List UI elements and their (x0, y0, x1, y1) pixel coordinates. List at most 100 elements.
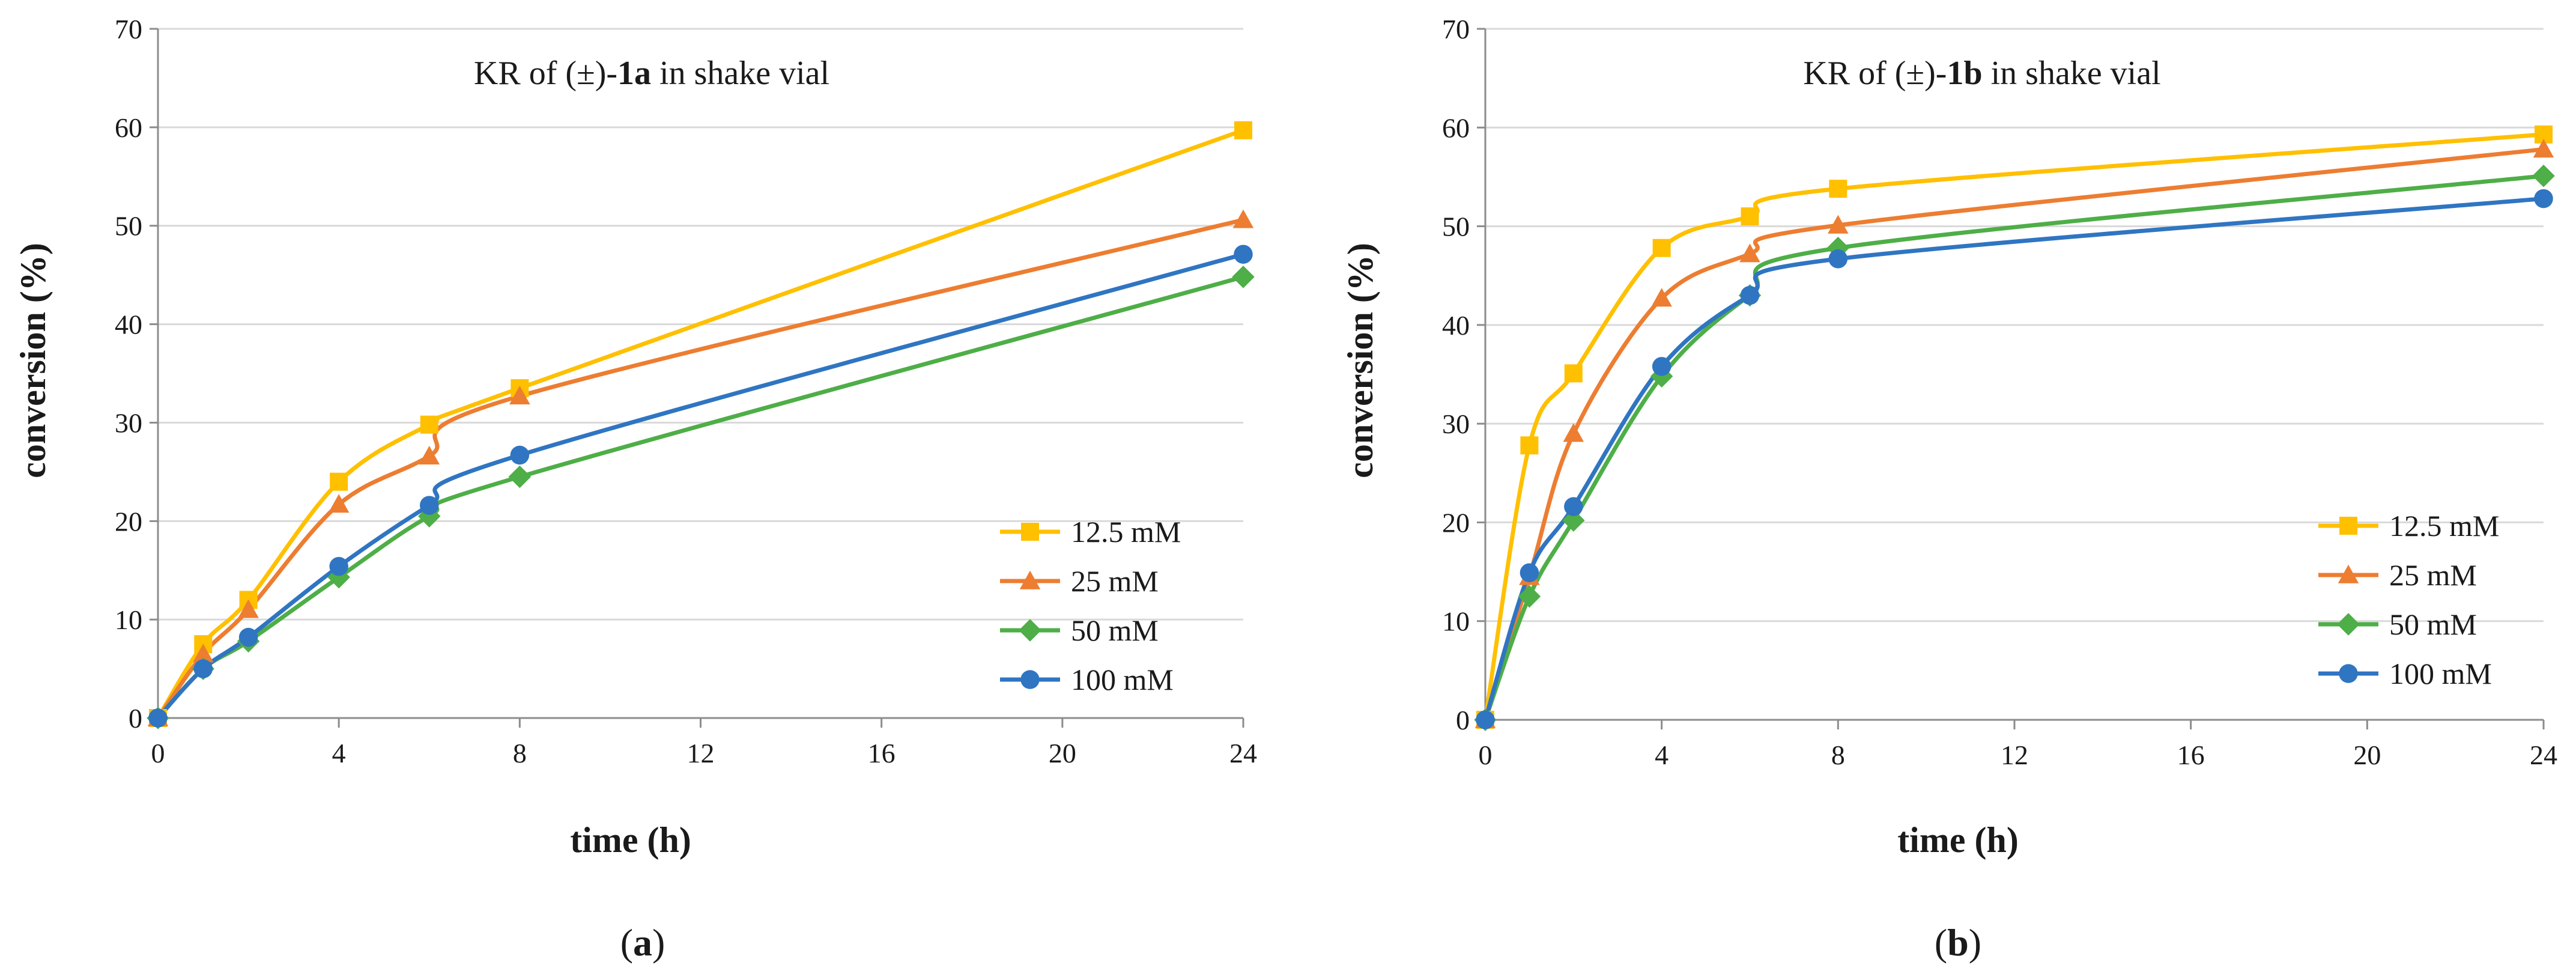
data-point-25-mm-b (2533, 139, 2554, 158)
x-tick-label: 4 (1655, 740, 1668, 770)
data-point-25-mm-a (238, 599, 259, 618)
x-tick-label: 20 (2353, 740, 2381, 770)
data-point-100-mm-b (1564, 497, 1583, 516)
x-ticks-a: 0 4 8 12 16 20 24 (151, 718, 1257, 768)
legend-swatch-marker (1021, 523, 1039, 541)
y-tick-label: 60 (1442, 112, 1470, 143)
data-point-50-mm-a (508, 465, 532, 488)
data-point-100-mm-a (420, 496, 439, 515)
gridlines-b (1485, 28, 2544, 622)
data-point-25-mm-b (1563, 423, 1584, 442)
series-layer-b (1474, 125, 2555, 731)
data-point-12-5-mm-a (330, 472, 348, 491)
data-point-12-5-mm-a (1234, 121, 1252, 139)
x-tick-label: 8 (513, 738, 527, 768)
data-point-12-5-mm-a (420, 415, 438, 434)
legend-swatch-marker (1020, 670, 1040, 689)
y-tick-label: 30 (115, 407, 142, 438)
y-tick-label: 20 (1442, 507, 1470, 538)
y-tick-label: 30 (1442, 409, 1470, 439)
panel-label-a: (a) (620, 921, 665, 964)
y-tick-label: 0 (1456, 705, 1470, 735)
y-tick-label: 70 (115, 14, 142, 44)
y-axis-title-a: conversion (%) (13, 243, 53, 478)
y-tick-label: 40 (1442, 310, 1470, 341)
y-tick-label: 10 (115, 604, 142, 635)
y-tick-label: 50 (115, 211, 142, 242)
series-line-12-5-mm-b (1483, 132, 2546, 722)
legend-swatch-marker (1019, 619, 1041, 642)
data-point-50-mm-a (1232, 266, 1255, 288)
data-point-12-5-mm-b (1829, 180, 1847, 198)
data-point-100-mm-b (1740, 285, 1760, 305)
legend-swatch-marker (2338, 564, 2359, 583)
x-tick-label: 20 (1049, 738, 1076, 768)
data-point-25-mm-b (1651, 288, 1672, 307)
data-point-25-mm-a (193, 644, 214, 663)
panel-label-b: (b) (1935, 921, 1981, 964)
data-point-50-mm-b (1518, 585, 1541, 608)
data-point-100-mm-b (2534, 189, 2553, 208)
y-tick-label: 20 (115, 506, 142, 537)
gridlines-a (158, 28, 1243, 621)
x-axis-title-b: time (h) (1897, 820, 2019, 860)
legend-label: 25 mM (1071, 564, 1159, 598)
data-point-100-mm-b (1652, 357, 1671, 376)
x-tick-label: 0 (151, 738, 165, 768)
legend-label: 100 mM (1071, 663, 1174, 696)
data-point-25-mm-a (1232, 209, 1254, 228)
data-point-100-mm-a (238, 627, 258, 647)
data-point-50-mm-b (2532, 165, 2555, 187)
chart-panel-b: 0 4 8 12 16 20 24 0 10 20 30 40 50 60 70 KR of (±)-1b… (1341, 14, 2557, 964)
data-point-25-mm-a (328, 494, 350, 513)
y-tick-label: 50 (1442, 212, 1470, 242)
series-line-25-mm-b (1483, 147, 2546, 722)
series-line-50-mm-a (156, 275, 1246, 720)
data-point-12-5-mm-b (1520, 436, 1539, 455)
x-tick-label: 4 (332, 738, 346, 768)
data-point-50-mm-b (1562, 509, 1585, 532)
y-tick-label: 60 (115, 112, 142, 143)
y-tick-label: 10 (1442, 606, 1470, 637)
legend-label: 100 mM (2389, 657, 2492, 690)
data-point-25-mm-b (1828, 215, 1849, 234)
data-point-100-mm-a (1234, 245, 1253, 264)
x-axis-title-a: time (h) (570, 820, 691, 860)
x-tick-label: 24 (2530, 740, 2557, 770)
data-point-100-mm-a (510, 445, 530, 465)
data-point-100-mm-b (1520, 563, 1539, 582)
y-ticks-a: 0 10 20 30 40 50 60 70 (115, 14, 158, 734)
legend-label: 50 mM (1071, 613, 1159, 647)
x-tick-label: 16 (2177, 740, 2205, 770)
data-point-12-5-mm-b (1652, 239, 1671, 257)
data-point-100-mm-a (148, 708, 168, 728)
legend-label: 12.5 mM (2389, 509, 2499, 543)
x-tick-label: 12 (687, 738, 715, 768)
data-point-100-mm-b (1476, 710, 1495, 729)
data-point-100-mm-b (1828, 249, 1848, 269)
x-tick-label: 0 (1479, 740, 1493, 770)
y-tick-label: 70 (1442, 14, 1470, 44)
x-tick-label: 8 (1831, 740, 1845, 770)
data-point-12-5-mm-b (1741, 207, 1759, 226)
x-ticks-b: 0 4 8 12 16 20 24 (1479, 720, 2557, 770)
data-point-25-mm-a (509, 385, 530, 404)
chart-panel-a: 0 4 8 12 16 20 24 0 10 20 30 40 50 60 70 KR of (±)-1a… (13, 14, 1257, 964)
series-layer-a (147, 121, 1255, 729)
x-tick-label: 16 (868, 738, 896, 768)
chart-title-b: KR of (±)-1b in shake vial (1803, 55, 2160, 92)
data-point-12-5-mm-b (1564, 364, 1583, 383)
data-point-100-mm-a (329, 556, 348, 576)
y-tick-label: 40 (115, 309, 142, 340)
y-axis-title-b: conversion (%) (1341, 243, 1380, 478)
data-point-25-mm-b (1739, 243, 1760, 263)
legend-swatch-marker (2339, 664, 2358, 683)
legend-label: 12.5 mM (1071, 515, 1181, 549)
legend-label: 50 mM (2389, 607, 2477, 641)
series-line-100-mm-b (1483, 196, 2546, 722)
y-ticks-b: 0 10 20 30 40 50 60 70 (1442, 14, 1485, 735)
legend-swatch-marker (1019, 570, 1041, 589)
legend-label: 25 mM (2389, 558, 2477, 592)
legend-swatch-marker (2337, 613, 2360, 636)
